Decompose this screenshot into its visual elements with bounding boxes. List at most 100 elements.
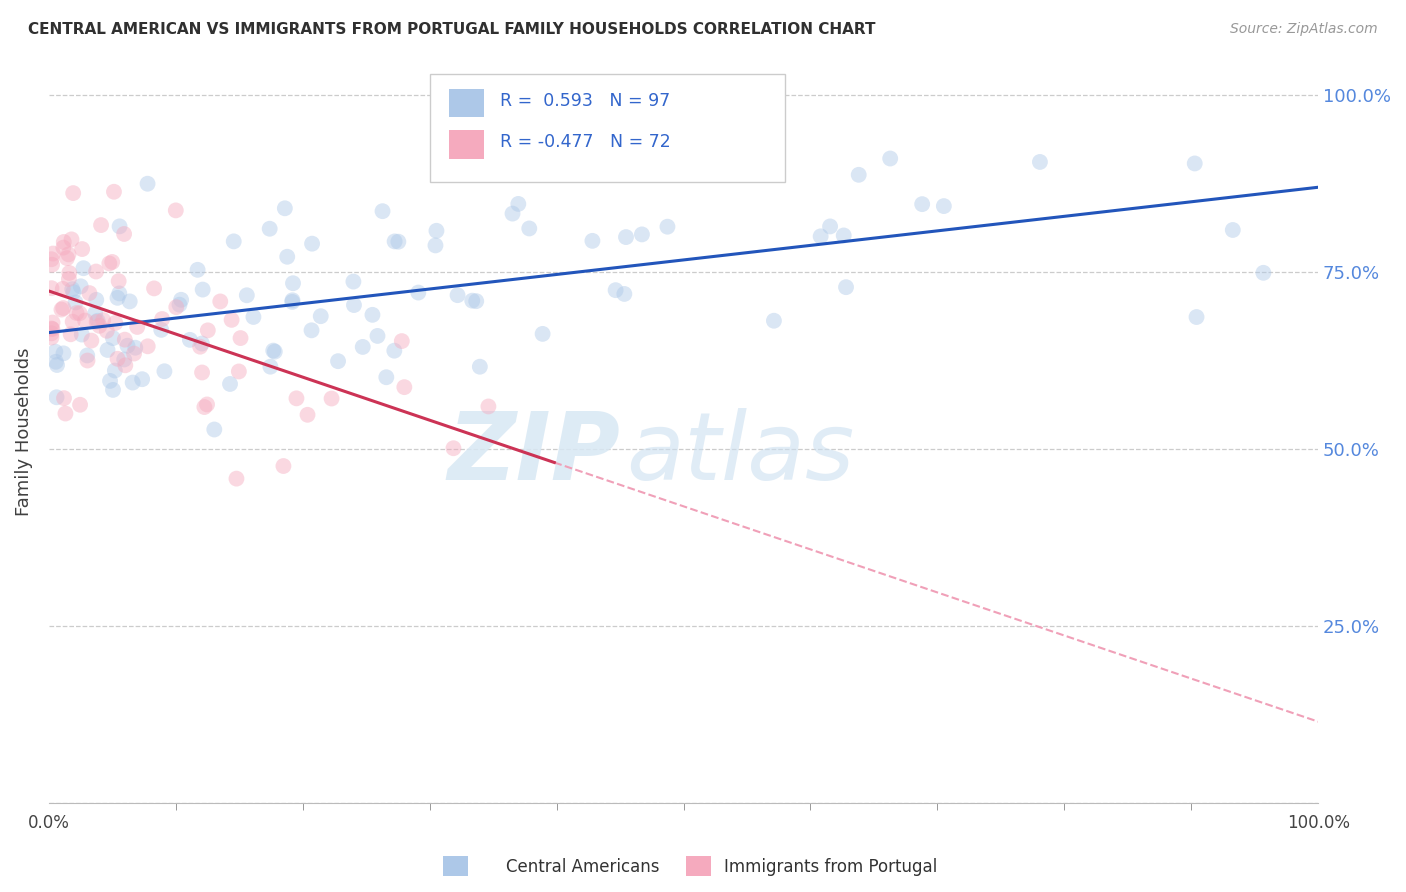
Point	[1185, 310, 1208, 324]
Point	[60, 282, 83, 296]
Point	[818, 219, 841, 234]
Point	[114, 333, 136, 347]
Point	[153, 364, 176, 378]
Point	[52, 235, 75, 249]
Point	[1222, 223, 1244, 237]
Point	[193, 400, 215, 414]
Point	[121, 376, 143, 390]
Point	[108, 286, 131, 301]
Point	[69, 398, 91, 412]
Point	[343, 298, 366, 312]
Point	[848, 168, 870, 182]
Bar	[449, 88, 484, 117]
Point	[124, 341, 146, 355]
Point	[301, 323, 323, 337]
Point	[112, 227, 135, 241]
Point	[69, 306, 91, 320]
Point	[387, 235, 409, 249]
Point	[605, 283, 627, 297]
Point	[187, 262, 209, 277]
Point	[832, 228, 855, 243]
Point	[76, 353, 98, 368]
Point	[879, 152, 901, 166]
Point	[98, 374, 121, 388]
Point	[165, 203, 187, 218]
Point	[285, 392, 308, 406]
Point	[408, 285, 430, 300]
Point	[170, 293, 193, 307]
Point	[41, 281, 63, 295]
Point	[84, 306, 107, 320]
Point	[65, 306, 87, 320]
Point	[229, 331, 252, 345]
Point	[477, 400, 499, 414]
Point	[1184, 156, 1206, 170]
Point	[58, 266, 80, 280]
Point	[46, 358, 69, 372]
Point	[281, 294, 304, 309]
Point	[202, 423, 225, 437]
Point	[117, 339, 139, 353]
Point	[41, 326, 63, 341]
Point	[342, 275, 364, 289]
Point	[517, 221, 540, 235]
Point	[45, 355, 67, 369]
Point	[1253, 266, 1275, 280]
Point	[107, 351, 129, 366]
Point	[631, 227, 654, 242]
Point	[122, 346, 145, 360]
Point	[84, 293, 107, 307]
Point	[58, 272, 80, 286]
Point	[301, 236, 323, 251]
Point	[52, 282, 75, 296]
Point	[104, 316, 127, 330]
Point	[371, 204, 394, 219]
Point	[273, 458, 295, 473]
Point	[911, 197, 934, 211]
Point	[222, 235, 245, 249]
Point	[80, 334, 103, 348]
Point	[614, 230, 637, 244]
Point	[41, 322, 63, 336]
Point	[191, 336, 214, 351]
Point	[581, 234, 603, 248]
Point	[101, 255, 124, 269]
Point	[352, 340, 374, 354]
Point	[62, 186, 84, 200]
Point	[101, 383, 124, 397]
Point	[425, 238, 447, 252]
Point	[76, 348, 98, 362]
Point	[502, 206, 524, 220]
Point	[41, 321, 63, 335]
Point	[65, 295, 87, 310]
Point	[69, 279, 91, 293]
Point	[127, 320, 149, 334]
Point	[191, 366, 214, 380]
Text: atlas: atlas	[627, 409, 855, 500]
Point	[443, 442, 465, 456]
Point	[468, 359, 491, 374]
Point	[86, 315, 108, 329]
Point	[101, 331, 124, 345]
Point	[391, 334, 413, 348]
Point	[263, 344, 285, 359]
Point	[465, 294, 488, 309]
Point	[321, 392, 343, 406]
Point	[52, 241, 75, 255]
Point	[62, 285, 84, 299]
Point	[225, 472, 247, 486]
Point	[41, 252, 63, 267]
Point	[70, 327, 93, 342]
Point	[58, 247, 80, 261]
Point	[103, 185, 125, 199]
Point	[446, 288, 468, 302]
Point	[375, 370, 398, 384]
Point	[508, 197, 530, 211]
Point	[366, 329, 388, 343]
Point	[209, 294, 232, 309]
Point	[84, 264, 107, 278]
Point	[297, 408, 319, 422]
Point	[242, 310, 264, 324]
Point	[118, 294, 141, 309]
Point	[259, 359, 281, 374]
